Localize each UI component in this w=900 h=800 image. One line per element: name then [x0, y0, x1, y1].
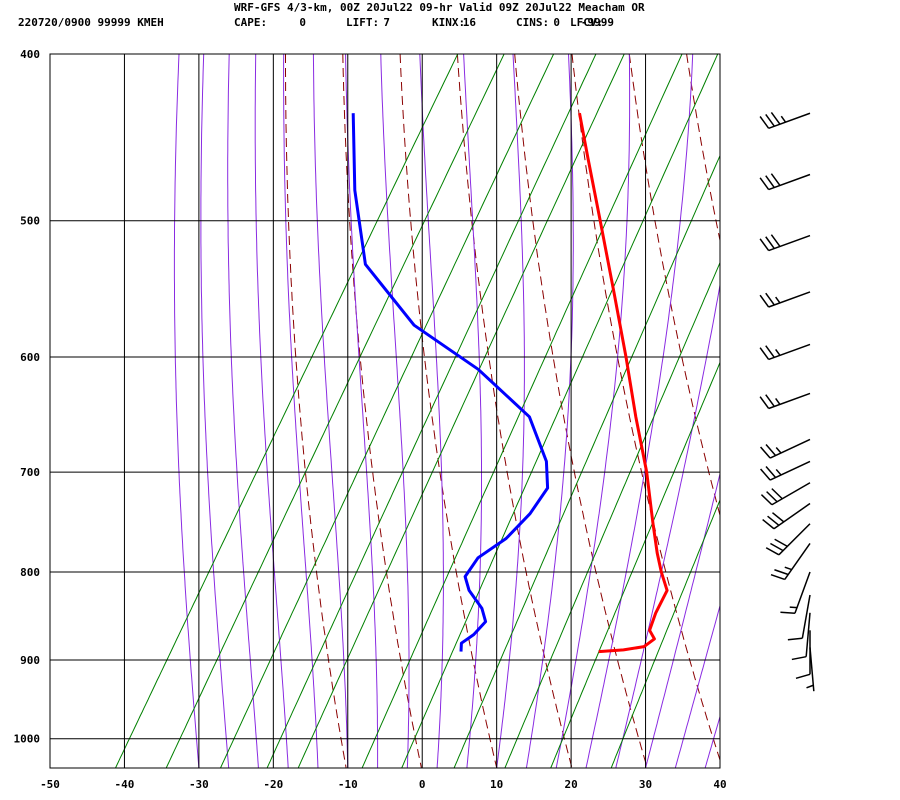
mixing-ratio-line	[550, 361, 720, 768]
dry-adiabat-line	[801, 54, 900, 768]
x-tick-label: 20	[564, 778, 577, 791]
moist-adiabat-line	[555, 54, 631, 768]
wind-barb	[791, 612, 811, 661]
wind-barb	[787, 594, 811, 641]
index-label: CAPE:	[234, 16, 267, 29]
mixing-ratio-line	[504, 261, 720, 768]
dry-adiabat-line	[859, 54, 900, 768]
wind-barb	[759, 392, 811, 410]
moist-adiabat-line	[419, 54, 444, 768]
wind-barb	[780, 571, 811, 615]
mixing-ratio-line	[165, 54, 505, 768]
index-value: 0	[553, 16, 560, 29]
moist-adiabat-line	[227, 54, 259, 768]
y-tick-label: 800	[20, 566, 40, 579]
y-tick-label: 700	[20, 466, 40, 479]
x-tick-label: -40	[115, 778, 135, 791]
tick-labels: -50 -40 -30 -20 -10 0 10 20 30 40 400 500 600 700 800 9…	[14, 48, 727, 791]
moist-adiabat-line	[615, 282, 720, 768]
dry-adiabat-line	[686, 54, 720, 243]
mixing-ratio-line	[115, 54, 459, 768]
index-value: 7	[383, 16, 390, 29]
header-station: 220720/0900 99999 KMEH	[18, 16, 164, 29]
wind-barbs	[759, 111, 815, 692]
dry-adiabat-line	[744, 54, 900, 768]
header-title: WRF-GFS 4/3-km, 00Z 20Jul22 09-hr Valid …	[234, 1, 645, 14]
wind-barb	[759, 291, 811, 308]
y-tick-label: 900	[20, 654, 40, 667]
moist-adiabat-line	[345, 54, 379, 768]
moist-adiabat-line	[674, 603, 720, 768]
moist-adiabat-line	[254, 54, 289, 768]
wind-barb	[760, 438, 811, 459]
y-tick-label: 500	[20, 215, 40, 228]
dewpoint-trace	[351, 113, 550, 652]
moist-adiabat-line	[463, 54, 482, 768]
moist-adiabat-line	[704, 714, 720, 768]
dry-adiabat-line	[285, 54, 347, 768]
moist-adiabat-line	[380, 54, 410, 768]
temperature-trace	[578, 112, 669, 654]
x-tick-label: -50	[40, 778, 60, 791]
index-value: -9999	[581, 16, 614, 29]
wind-barb	[759, 343, 811, 361]
x-tick-label: -20	[263, 778, 283, 791]
index-value: 0	[299, 16, 306, 29]
mixing-ratio-line	[266, 54, 597, 768]
y-tick-label: 1000	[14, 733, 41, 746]
mixing-ratio-line	[220, 54, 555, 768]
wind-barb	[760, 482, 811, 506]
moist-adiabat-line	[283, 54, 319, 768]
x-tick-label: 30	[639, 778, 652, 791]
wind-barb	[765, 523, 811, 556]
mixing-ratio-line	[401, 54, 719, 768]
dry-adiabat-line	[514, 54, 648, 768]
wind-barb	[760, 460, 811, 481]
mixing-ratio-line	[610, 498, 720, 768]
index-label: LFCV:	[570, 16, 603, 29]
mixing-ratio-line	[297, 54, 625, 768]
index-label: KINX:	[432, 16, 465, 29]
moist-adiabat-line	[312, 54, 349, 768]
index-value: 16	[463, 16, 477, 29]
plot-frame	[49, 53, 721, 769]
dry-adiabat-line	[456, 54, 573, 768]
wind-barb	[806, 647, 815, 692]
y-tick-label: 600	[20, 351, 40, 364]
index-label: LIFT:	[346, 16, 379, 29]
x-tick-label: 0	[419, 778, 426, 791]
moist-adiabat-line	[645, 471, 720, 768]
y-tick-label: 400	[20, 48, 40, 61]
wind-barb	[759, 234, 811, 252]
moist-adiabat-line	[496, 54, 525, 768]
x-tick-label: -30	[189, 778, 209, 791]
wind-barb	[770, 542, 811, 581]
mixing-ratio-line	[453, 154, 720, 768]
x-tick-label: 10	[490, 778, 503, 791]
index-label: CINS:	[516, 16, 549, 29]
grid	[49, 53, 721, 768]
wind-barb	[762, 502, 811, 530]
x-tick-label: -10	[338, 778, 358, 791]
dry-adiabat-line	[342, 54, 422, 768]
traces	[351, 112, 669, 654]
x-tick-label: 40	[713, 778, 726, 791]
header-indices: CAPE: 0 LIFT: 7 KINX:16 CINS: 0 LFCV:-9999	[234, 16, 614, 29]
background-lines	[115, 54, 900, 768]
wind-barb	[759, 173, 811, 191]
moist-adiabat-line	[173, 54, 200, 768]
dry-adiabat-line	[399, 54, 498, 768]
moist-adiabat-line	[200, 54, 230, 768]
wind-barb	[759, 111, 811, 129]
moist-adiabat-line	[585, 54, 694, 768]
